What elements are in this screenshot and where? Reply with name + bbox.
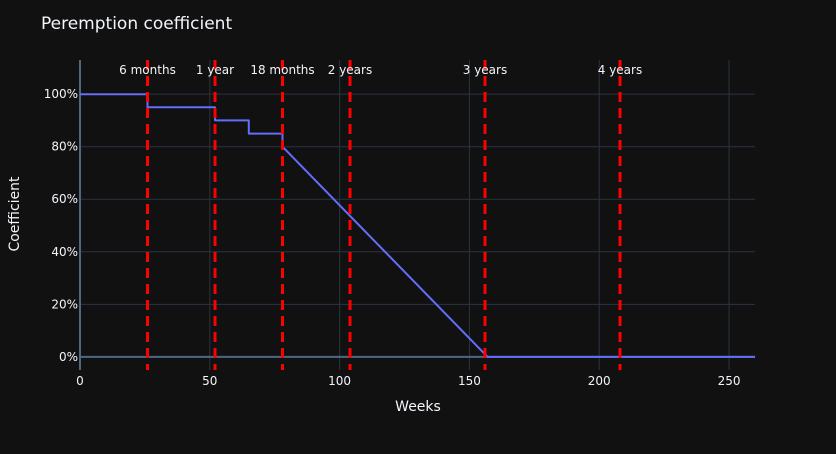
x-axis-label: Weeks	[395, 399, 441, 415]
y-tick-label: 100%	[44, 87, 78, 101]
x-tick-label: 50	[202, 374, 217, 388]
vline-label: 1 year	[196, 63, 234, 77]
x-tick-label: 200	[588, 374, 611, 388]
grid	[80, 60, 755, 370]
reference-lines: 6 months 1 year 18 months 2 years 3 years 4 y…	[119, 60, 642, 370]
x-tick-label: 0	[76, 374, 84, 388]
y-tick-label: 80%	[51, 140, 78, 154]
vline-label: 2 years	[328, 63, 372, 77]
y-axis-ticks: 0% 20% 40% 60% 80% 100%	[44, 87, 78, 364]
x-tick-label: 100	[328, 374, 351, 388]
y-tick-label: 60%	[51, 192, 78, 206]
x-tick-label: 250	[718, 374, 741, 388]
vline-label: 3 years	[463, 63, 507, 77]
y-tick-label: 40%	[51, 245, 78, 259]
series-line	[80, 93, 755, 358]
vline-label: 6 months	[119, 63, 176, 77]
x-axis-ticks: 0 50 100 150 200 250	[76, 374, 740, 388]
series-layer	[80, 93, 755, 358]
y-tick-label: 0%	[59, 350, 78, 364]
x-tick-label: 150	[458, 374, 481, 388]
y-axis-label: Coefficient	[7, 176, 23, 252]
vline-label: 4 years	[598, 63, 642, 77]
vline-label: 18 months	[250, 63, 314, 77]
chart-title: Peremption coefficient	[41, 14, 232, 34]
y-tick-label: 20%	[51, 297, 78, 311]
